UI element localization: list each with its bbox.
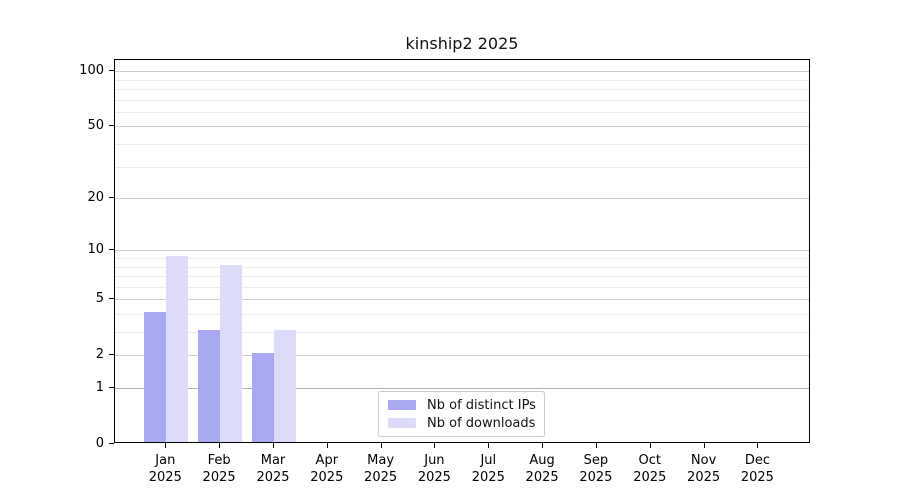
gridline-major <box>115 126 809 128</box>
x-tick-mark <box>326 443 328 448</box>
gridline-major <box>115 198 809 200</box>
legend-swatch-distinct-ips <box>388 400 416 410</box>
legend-label-downloads: Nb of downloads <box>427 415 536 431</box>
x-axis-tick-label: Jul 2025 <box>471 453 505 485</box>
gridline-minor <box>115 79 809 81</box>
gridline-minor <box>115 166 809 168</box>
x-tick-mark <box>542 443 544 448</box>
x-tick-mark <box>488 443 490 448</box>
x-tick-mark <box>273 443 274 448</box>
legend-swatch-downloads <box>388 418 416 428</box>
gridline-minor <box>115 286 809 288</box>
y-tick-mark <box>109 443 114 444</box>
y-tick-mark <box>109 354 114 356</box>
chart-title: kinship2 2025 <box>405 34 519 53</box>
bar-distinct-ips-mar <box>252 353 274 442</box>
y-axis-tick-label: 10 <box>87 241 104 257</box>
x-axis-tick-label: Feb 2025 <box>202 453 236 485</box>
bar-downloads-feb <box>220 264 243 442</box>
y-axis-tick-label: 20 <box>87 189 104 205</box>
x-tick-mark <box>434 443 436 448</box>
plot-area <box>114 59 810 443</box>
x-axis-tick-label: May 2025 <box>364 453 398 485</box>
legend-item-distinct-ips: Nb of distinct IPs <box>388 398 544 413</box>
x-tick-mark <box>649 443 651 448</box>
legend-item-downloads: Nb of downloads <box>388 416 544 431</box>
bar-distinct-ips-jan <box>144 312 167 442</box>
gridline-minor <box>115 314 809 315</box>
y-axis-tick-label: 1 <box>95 379 104 395</box>
gridline-major <box>115 299 809 301</box>
bar-downloads-jan <box>166 256 189 442</box>
gridline-major <box>115 250 809 252</box>
x-tick-mark <box>165 443 167 448</box>
x-axis-tick-label: Dec 2025 <box>740 453 774 485</box>
y-tick-mark <box>109 298 114 300</box>
x-axis-tick-label: Oct 2025 <box>633 453 667 485</box>
gridline-minor <box>115 144 809 145</box>
gridline-major <box>115 71 809 73</box>
gridline-minor <box>115 111 809 113</box>
y-axis-tick-label: 50 <box>87 117 104 133</box>
x-tick-mark <box>703 443 705 448</box>
x-tick-mark <box>219 443 221 448</box>
x-axis-tick-label: Jun 2025 <box>417 453 451 485</box>
y-axis-tick-label: 5 <box>95 290 104 306</box>
y-tick-mark <box>109 70 114 72</box>
gridline-major <box>115 355 809 357</box>
bar-distinct-ips-feb <box>198 330 221 442</box>
x-axis-tick-label: Apr 2025 <box>310 453 344 485</box>
gridline-minor <box>115 258 809 259</box>
x-axis-tick-label: Nov 2025 <box>687 453 721 485</box>
x-axis-tick-label: Aug 2025 <box>525 453 559 485</box>
bar-downloads-mar <box>274 330 296 442</box>
legend: Nb of distinct IPs Nb of downloads <box>378 391 545 437</box>
y-axis-tick-label: 0 <box>95 435 104 451</box>
y-tick-mark <box>109 197 114 199</box>
gridline-minor <box>115 99 809 101</box>
y-tick-mark <box>109 125 114 127</box>
gridline-minor <box>115 89 809 90</box>
gridline-minor <box>115 276 809 277</box>
gridline-minor <box>115 332 809 333</box>
x-axis-tick-label: Jan 2025 <box>148 453 182 485</box>
legend-label-distinct-ips: Nb of distinct IPs <box>427 397 536 413</box>
x-tick-mark <box>380 443 382 448</box>
y-tick-mark <box>109 387 114 388</box>
y-tick-mark <box>109 249 114 251</box>
x-axis-tick-label: Sep 2025 <box>579 453 613 485</box>
gridline-major <box>115 388 809 389</box>
x-axis-tick-label: Mar 2025 <box>256 453 290 485</box>
x-tick-mark <box>595 443 597 448</box>
x-tick-mark <box>757 443 759 448</box>
y-axis-tick-label: 100 <box>79 62 104 78</box>
gridline-minor <box>115 266 809 268</box>
y-axis-tick-label: 2 <box>95 346 104 362</box>
